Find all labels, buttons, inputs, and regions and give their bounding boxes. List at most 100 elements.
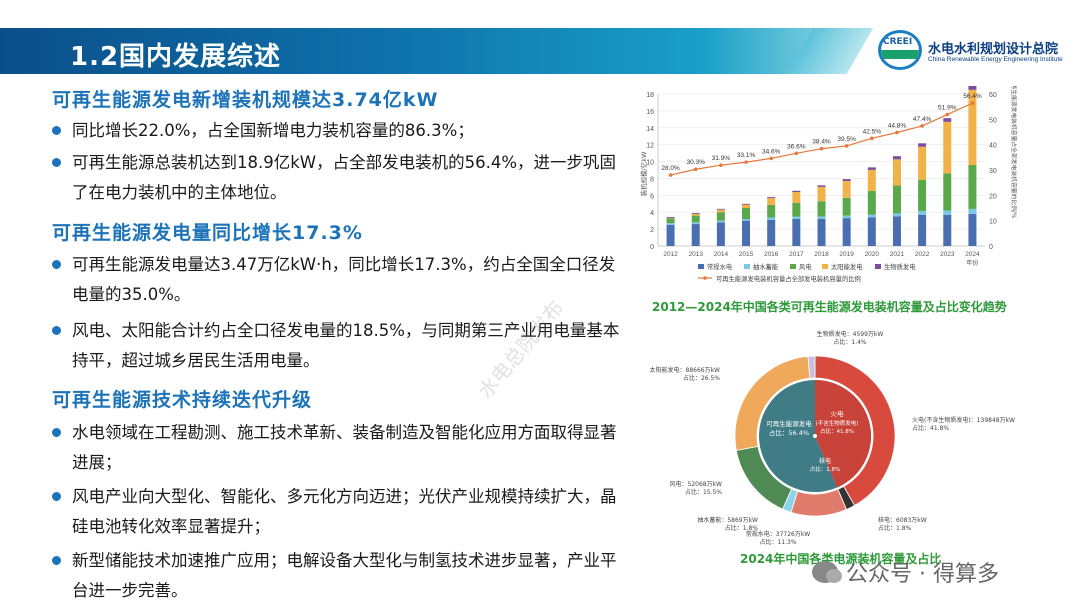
bar-segment — [691, 224, 700, 246]
bullet-item: 风电、太阳能合计约占全口径发电量的18.5%，与同期第三产业用电量基本持平，超过… — [52, 316, 624, 376]
bar-segment — [842, 215, 851, 219]
share-data-label: 51.9% — [938, 105, 957, 112]
bar-segment — [943, 173, 952, 211]
bar-segment — [968, 86, 977, 90]
bar-segment — [716, 208, 725, 210]
bar-segment — [892, 159, 901, 186]
bar-segment — [666, 224, 675, 246]
bar-segment — [968, 213, 977, 246]
x-tick-label: 2014 — [714, 251, 729, 258]
bullet-item: 可再生能源总装机达到18.9亿kW，占全部发电装机的56.4%，进一步巩固了在电… — [52, 148, 624, 208]
share-line-point — [719, 163, 723, 167]
legend-entry: 常规水电 — [707, 262, 733, 271]
inner-renewable-slice — [759, 380, 838, 492]
share-data-label: 56.4% — [963, 93, 982, 100]
bar-segment — [742, 208, 751, 219]
x-tick-label: 2019 — [839, 251, 854, 258]
bar-segment — [842, 180, 851, 198]
y-tick-label: 10 — [646, 160, 654, 167]
x-tick-label: 2015 — [739, 251, 754, 258]
share-line-point — [970, 101, 975, 105]
bar-segment — [968, 208, 977, 214]
bar-segment — [767, 219, 776, 246]
bar-segment — [817, 218, 826, 246]
share-line-point — [769, 156, 773, 161]
bar-segment — [716, 209, 725, 213]
x-tick-label: 2018 — [814, 251, 829, 258]
header-slant — [786, 28, 874, 74]
y2-tick-label: 40 — [989, 143, 997, 150]
bullet-item: 可再生能源发电量达3.47万亿kW·h，同比增长17.3%，约占全国全口径发电量… — [52, 250, 624, 310]
bar-segment — [716, 212, 725, 221]
y2-tick-label: 10 — [989, 219, 997, 226]
pie-slice-share: 占比：41.8% — [912, 424, 949, 432]
bullet-dot-icon — [52, 428, 61, 437]
y2-tick-label: 0 — [989, 244, 993, 251]
x-tick-label: 2017 — [789, 251, 804, 258]
bar-segment — [742, 220, 751, 246]
logo-band — [881, 50, 919, 59]
pie-center-label: 可再生能源发电 — [766, 419, 812, 428]
share-line-point — [945, 112, 950, 117]
inner-label: 火电 — [831, 409, 845, 418]
bar-segment — [666, 218, 675, 224]
x-tick-label: 2024 — [965, 251, 980, 258]
share-line-point — [794, 151, 799, 156]
y-tick-label: 8 — [650, 176, 654, 183]
bar-segment — [968, 89, 977, 166]
legend-swatch — [698, 264, 704, 269]
bar-segment — [666, 217, 675, 218]
bar-segment — [767, 204, 776, 218]
bar-segment — [842, 179, 851, 181]
x-tick-label: 2020 — [865, 251, 880, 258]
inner-sublabel: (不含生物质发电) — [816, 419, 859, 427]
pie-slice — [807, 355, 816, 379]
share-line-point — [668, 173, 673, 177]
bar-segment — [742, 204, 751, 208]
y-tick-label: 18 — [646, 92, 654, 99]
bar-segment — [716, 222, 725, 246]
bar-segment — [918, 143, 927, 147]
bar-segment — [792, 190, 801, 193]
y2-tick-label: 30 — [989, 168, 997, 175]
page-title: 1.2国内发展综述 — [70, 42, 282, 72]
legend-entry: 风电 — [799, 262, 812, 271]
y-tick-label: 0 — [650, 244, 654, 251]
bar-segment — [867, 217, 876, 246]
bullet-item: 新型储能技术加速推广应用；电解设备大型化与制氢技术进步显著，产业平台进一步完善。 — [52, 546, 624, 606]
share-data-label: 44.8% — [888, 123, 907, 130]
legend-swatch — [822, 264, 828, 269]
bar-segment — [817, 186, 826, 202]
pie-center-share: 占比：56.4% — [769, 428, 809, 437]
bullet-dot-icon — [52, 158, 61, 167]
y2-tick-label: 20 — [989, 193, 997, 200]
y2-axis-label: 可再生能源发电装机容量占全部发电装机容量的比例/% — [1010, 86, 1018, 219]
chart1-caption: 2012—2024年中国各类可再生能源发电装机容量及占比变化趋势 — [652, 300, 1007, 314]
share-data-label: 33.1% — [737, 152, 756, 159]
bullet-dot-icon — [52, 492, 61, 501]
pie-slice-share: 占比：26.5% — [683, 374, 720, 382]
bar-segment — [918, 179, 927, 211]
section-heading-2: 可再生能源发电量同比增长17.3% — [52, 222, 363, 244]
bar-segment — [691, 213, 700, 214]
share-data-label: 39.5% — [837, 136, 856, 143]
bar-segment — [892, 185, 901, 214]
pie-slice — [814, 355, 896, 507]
bar-segment — [918, 214, 927, 246]
legend-entry: 可再生能源发电装机容量占全部发电装机容量的比例 — [716, 274, 861, 283]
bar-segment — [892, 216, 901, 246]
bullet-item: 同比增长22.0%，占全国新增电力装机容量的86.3%； — [52, 116, 624, 146]
pie-slice — [790, 488, 848, 517]
y2-tick-label: 50 — [989, 117, 997, 124]
pie-slice-label: 太阳能发电：88666万kW — [650, 366, 720, 374]
bar-segment — [943, 121, 952, 174]
bullet-dot-icon — [52, 260, 61, 269]
legend-entry: 太阳能发电 — [831, 262, 863, 271]
pie-center-dot — [813, 434, 817, 438]
x-tick-label: 2012 — [663, 251, 678, 258]
legend-swatch — [744, 264, 750, 269]
y-tick-label: 16 — [646, 109, 654, 116]
org-logo-icon: CREEI — [878, 30, 922, 70]
bullet-item: 水电领域在工程勘测、施工技术革新、装备制造及智能化应用方面取得显著进展； — [52, 418, 624, 478]
bar-segment — [792, 203, 801, 217]
